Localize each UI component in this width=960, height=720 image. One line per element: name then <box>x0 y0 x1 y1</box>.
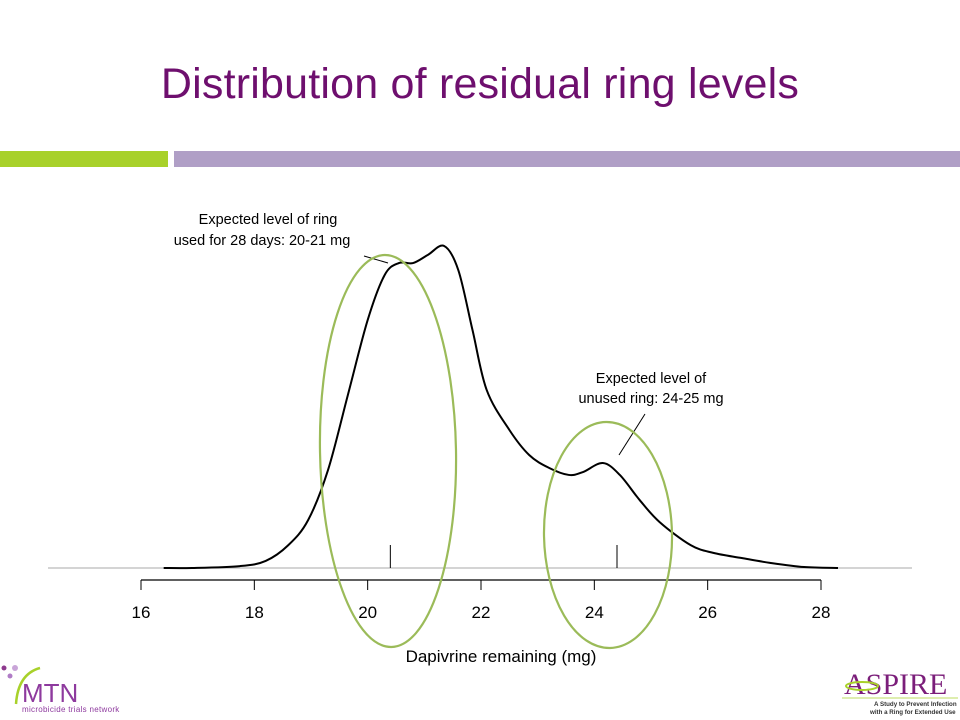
annotation-used-line2: used for 28 days: 20-21 mg <box>174 233 351 249</box>
svg-text:microbicide trials network: microbicide trials network <box>22 705 120 714</box>
accent-bar-green <box>0 151 168 167</box>
svg-text:ASPIRE: ASPIRE <box>844 668 947 701</box>
x-tick-label: 22 <box>472 603 491 622</box>
x-tick-label: 28 <box>812 603 831 622</box>
mtn-logo: MTN microbicide trials network <box>1 665 120 714</box>
highlight-ellipse-used <box>318 253 458 649</box>
annotation-unused-leader <box>618 413 646 456</box>
x-tick-label: 18 <box>245 603 264 622</box>
highlight-ellipse-unused <box>542 420 674 650</box>
aspire-logo: ASPIRE A Study to Prevent Infection with… <box>842 668 958 716</box>
accent-bar-purple <box>174 151 960 167</box>
annotation-unused-line1: Expected level of <box>596 371 707 387</box>
annotation-used-leader <box>363 255 389 264</box>
x-tick-label: 26 <box>698 603 717 622</box>
annotation-unused-line2: unused ring: 24-25 mg <box>578 391 723 407</box>
x-tick-label: 20 <box>358 603 377 622</box>
density-curve <box>163 244 839 570</box>
svg-text:A Study to Prevent Infection: A Study to Prevent Infection <box>874 701 957 708</box>
annotation-used-line1: Expected level of ring <box>199 212 338 228</box>
svg-text:MTN: MTN <box>22 678 78 708</box>
x-axis-label: Dapivrine remaining (mg) <box>406 647 597 666</box>
svg-text:with a Ring for Extended Use: with a Ring for Extended Use <box>869 709 956 716</box>
slide-title: Distribution of residual ring levels <box>160 60 800 108</box>
x-tick-label: 16 <box>132 603 151 622</box>
x-tick-label: 24 <box>585 603 604 622</box>
